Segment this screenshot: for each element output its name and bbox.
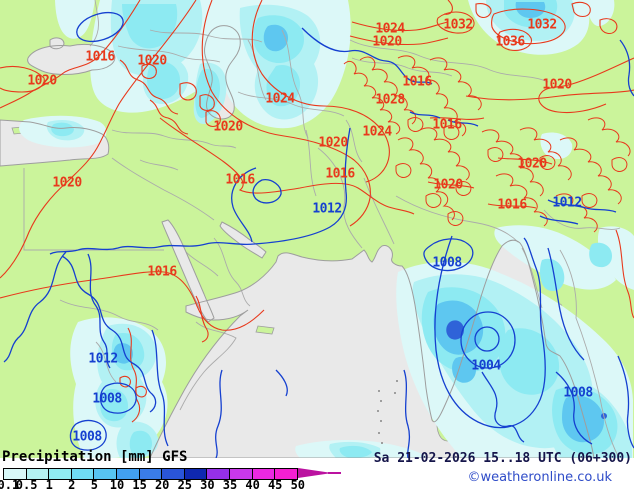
- pressure-label: 1020: [542, 77, 572, 93]
- valid-time: Sa 21-02-2026 15..18 UTC (06+300): [373, 451, 632, 466]
- pressure-label: 1008: [563, 385, 593, 401]
- pressure-label: 1012: [88, 351, 118, 367]
- precip-colorbar: [3, 468, 298, 480]
- isobar-blue-group: [3, 11, 634, 458]
- pressure-label: 1020: [27, 73, 57, 89]
- colorbar-tick: 0.1: [0, 478, 20, 490]
- map-canvas: 1016 1020 1020 1020 1016 1020 1024 1020 1016 1016…: [0, 0, 634, 458]
- pressure-label: 1008: [432, 255, 462, 271]
- border-lines: [23, 0, 621, 457]
- colorbar-tick: 2: [68, 478, 76, 490]
- colorbar-segment: [94, 469, 117, 479]
- pressure-label: 1016: [432, 117, 462, 133]
- colorbar-segment: [184, 469, 208, 479]
- colorbar-segment: [229, 469, 253, 479]
- pressure-label: 1032: [527, 17, 557, 33]
- colorbar-tick: 15: [132, 478, 147, 490]
- island-socotra: [255, 325, 275, 335]
- colorbar-segment: [139, 469, 163, 479]
- pressure-label: 1020: [517, 156, 547, 172]
- colorbar-tick: 10: [109, 478, 125, 490]
- pressure-label: 1020: [137, 53, 167, 69]
- colorbar-tick: 20: [154, 478, 170, 490]
- colorbar-arrow: [298, 468, 341, 478]
- colorbar-segment: [26, 469, 50, 479]
- colorbar-segment: [207, 469, 230, 479]
- colorbar-tick: 45: [267, 478, 283, 490]
- pressure-label: 1016: [325, 166, 355, 182]
- pressure-label: 1016: [497, 197, 527, 213]
- small-islands: [377, 380, 398, 444]
- pressure-label: 1016: [402, 74, 432, 90]
- pressure-label: 1032: [443, 17, 473, 33]
- pressure-label: 1020: [318, 135, 348, 151]
- colorbar-tick: 35: [222, 478, 238, 490]
- map-graphic: [0, 0, 634, 458]
- pressure-label: 1020: [52, 175, 82, 191]
- pressure-label: 1024: [265, 91, 295, 107]
- colorbar-segment: [116, 469, 140, 479]
- pressure-label: 1004: [471, 358, 501, 374]
- colorbar-segment: [4, 469, 27, 479]
- colorbar-tick: 25: [177, 478, 193, 490]
- colorbar-segment: [252, 469, 276, 479]
- colorbar-segment: [71, 469, 95, 479]
- pressure-label: 1036: [495, 34, 525, 50]
- isobar-red-group: [0, 0, 634, 423]
- colorbar-tick: 30: [200, 478, 215, 490]
- pressure-label: 1024: [362, 124, 392, 140]
- pressure-label: 1020: [372, 34, 402, 50]
- pressure-label: 1020: [213, 119, 243, 135]
- colorbar-tick: 40: [245, 478, 260, 490]
- pressure-label: 1012: [552, 195, 582, 211]
- pressure-label: 1016: [147, 264, 177, 280]
- colorbar-tick: 5: [90, 478, 99, 490]
- colorbar-tick: 50: [290, 478, 306, 490]
- legend-title: Precipitation [mm] GFS: [2, 449, 188, 465]
- copyright: ©weatheronline.co.uk: [467, 470, 612, 485]
- pressure-label: 1024: [375, 21, 405, 37]
- colorbar-tick: 0.5: [15, 478, 38, 490]
- pressure-label: 1008: [92, 391, 122, 407]
- colorbar-segment: [275, 469, 297, 479]
- pressure-label: 1028: [375, 92, 405, 108]
- pressure-label: 1020: [433, 177, 463, 193]
- pressure-label: 1016: [225, 172, 255, 188]
- pressure-label: 1008: [72, 429, 102, 445]
- pressure-label: 1016: [85, 49, 115, 65]
- colorbar-tick: 1: [45, 478, 53, 490]
- pressure-label: 1012: [312, 201, 342, 217]
- colorbar-segment: [49, 469, 72, 479]
- colorbar-segment: [162, 469, 185, 479]
